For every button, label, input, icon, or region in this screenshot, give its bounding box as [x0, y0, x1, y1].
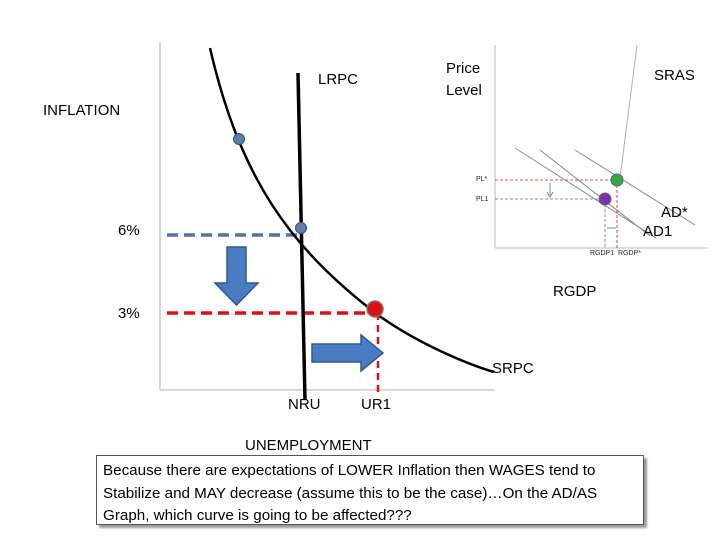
pl1-label: PL1 [476, 196, 489, 203]
ad1-label: AD1 [643, 223, 673, 240]
right-arrow [311, 333, 385, 373]
caption-box: Because there are expectations of LOWER … [96, 455, 644, 525]
adas-down-arrow-head [546, 191, 554, 198]
three-percent-label: 3% [118, 305, 140, 322]
srpc-label: SRPC [492, 360, 534, 377]
sras-vertical [619, 44, 638, 179]
ur1-label: UR1 [361, 396, 392, 413]
price-level-label-line1: Price [446, 60, 481, 77]
rgdp-star-label: RGDP* [618, 250, 641, 257]
sras-curve [514, 147, 657, 239]
unemployment-axis-label: UNEMPLOYMENT [245, 437, 372, 454]
pl-star-point [610, 173, 624, 187]
lrpc-label: LRPC [318, 71, 359, 88]
ad1-curve [539, 149, 651, 237]
rgdp-axis-label: RGDP [553, 283, 597, 300]
six-percent-point [295, 222, 307, 234]
ad-star-label: AD* [661, 204, 688, 221]
ad-star-curve [574, 149, 696, 226]
srpc-top-point [233, 133, 245, 145]
pl1-point [598, 192, 612, 206]
pl-star-label: PL* [476, 176, 488, 183]
lrpc-line [296, 72, 307, 401]
six-percent-label: 6% [118, 222, 140, 239]
down-arrow [213, 246, 260, 307]
nru-label: NRU [288, 396, 321, 413]
rgdp1-label: RGDP1 [590, 250, 615, 257]
inflation-axis-label: INFLATION [43, 102, 121, 119]
sras-label: SRAS [654, 67, 695, 84]
price-level-label-line2: Level [446, 82, 482, 99]
three-percent-point [366, 300, 384, 318]
